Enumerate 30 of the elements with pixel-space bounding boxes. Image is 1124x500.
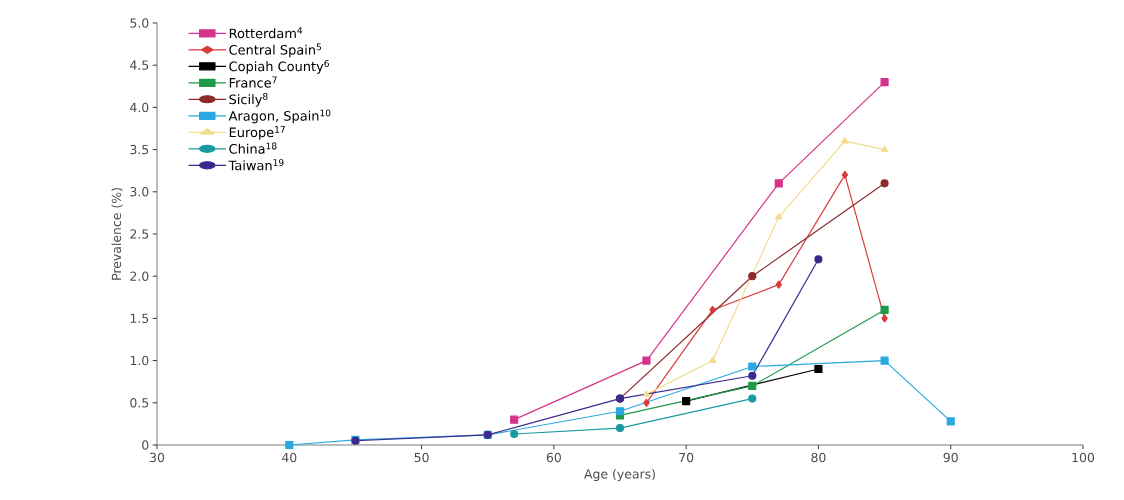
y-tick-label: 0.5 <box>130 398 149 408</box>
y-tick-label: 3.5 <box>130 144 149 155</box>
x-tick-label: 100 <box>1072 452 1095 463</box>
y-tick-label: 0 <box>142 440 149 450</box>
legend-label: Copiah County$^{6}$ <box>229 60 329 74</box>
y-tick-label: 2.0 <box>130 271 149 281</box>
legend-label: Rotterdam$^{4}$ <box>229 27 303 39</box>
y-tick-label: 1.5 <box>130 313 149 324</box>
legend-label: Central Spain$^{5}$ <box>229 43 322 58</box>
y-tick-label: 1.0 <box>130 355 149 366</box>
legend-label: Aragon, Spain$^{10}$ <box>228 109 331 124</box>
legend-label: Sicily$^{8}$ <box>229 93 268 107</box>
y-tick-label: 5.0 <box>130 18 149 28</box>
y-axis-title: Prevalence (%) <box>111 188 123 280</box>
y-tick-label: 4.0 <box>130 102 149 113</box>
x-tick-label: 60 <box>546 452 561 463</box>
y-tick-label: 3.0 <box>130 187 149 197</box>
x-tick-label: 50 <box>414 452 429 463</box>
y-tick-label: 2.5 <box>130 229 149 239</box>
x-tick-label: 90 <box>943 452 958 463</box>
legend-label: China$^{18}$ <box>229 142 277 154</box>
legend-label: Taiwan$^{19}$ <box>228 159 284 171</box>
x-tick-label: 40 <box>281 452 297 463</box>
x-tick-label: 70 <box>679 452 694 463</box>
x-axis-title: Age (years) <box>584 469 655 482</box>
x-tick-label: 30 <box>150 452 165 463</box>
legend-label: France$^{7}$ <box>229 76 277 88</box>
x-tick-label: 80 <box>811 452 826 463</box>
y-tick-label: 4.5 <box>130 60 149 70</box>
legend-label: Europe$^{17}$ <box>229 126 285 140</box>
